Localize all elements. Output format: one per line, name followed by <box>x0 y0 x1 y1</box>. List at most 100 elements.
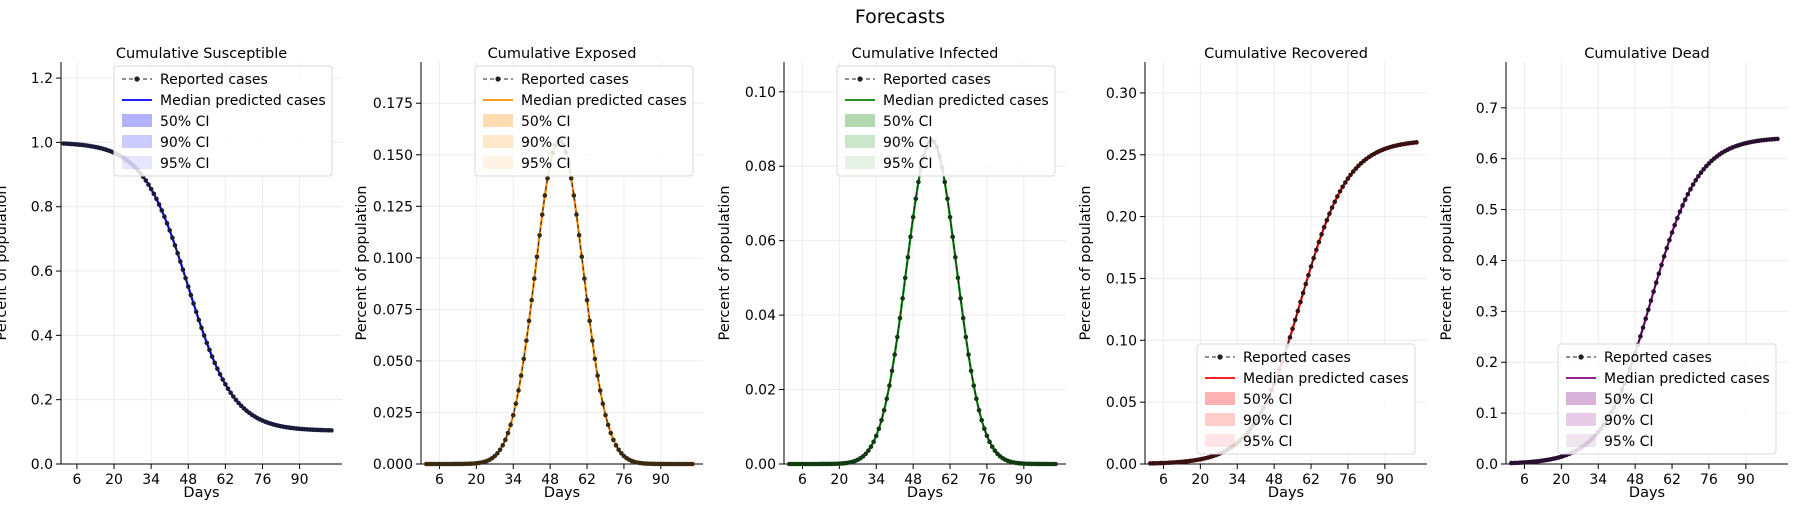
x-tick-label: 76 <box>615 472 633 488</box>
chart-panel-2: 6 20 34 48 62 76 90 0.000 0.025 0.050 0.075 0.100 0.… <box>354 46 703 501</box>
x-tick-label: 20 <box>105 472 123 488</box>
reported-point <box>151 191 157 197</box>
reported-point <box>1664 245 1670 251</box>
x-tick-label: 6 <box>72 472 81 488</box>
reported-point <box>510 412 516 418</box>
x-tick-label: 6 <box>1159 472 1168 488</box>
legend-ci-swatch <box>1566 392 1596 405</box>
y-tick-label: 0.050 <box>373 354 413 370</box>
legend-ci-swatch <box>1205 392 1235 405</box>
x-tick-label: 48 <box>904 472 922 488</box>
y-tick-label: 1.0 <box>31 135 53 151</box>
reported-point <box>1640 325 1646 330</box>
y-tick-label: 1.2 <box>31 71 53 87</box>
y-tick-label: 0.4 <box>31 328 53 344</box>
legend-ci-swatch <box>483 156 513 169</box>
reported-point <box>516 388 521 393</box>
y-axis-label: Percent of population <box>354 186 370 341</box>
reported-point <box>154 196 159 202</box>
x-tick-label: 48 <box>1626 472 1644 488</box>
legend-ci-swatch <box>1205 434 1235 447</box>
x-tick-label: 34 <box>1589 472 1607 488</box>
reported-point <box>1053 461 1058 467</box>
reported-point <box>175 251 180 256</box>
y-tick-label: 0.150 <box>373 148 413 164</box>
y-tick-label: 0.25 <box>1106 148 1137 164</box>
reported-point <box>597 388 603 393</box>
reported-point <box>231 394 236 399</box>
reported-point <box>897 315 903 321</box>
legend-label: 90% CI <box>883 135 932 151</box>
reported-point <box>183 275 188 281</box>
reported-point <box>876 426 882 431</box>
reported-point <box>532 276 537 281</box>
reported-point <box>1698 170 1704 175</box>
reported-point <box>143 178 149 183</box>
reported-point <box>590 338 595 343</box>
reported-point <box>613 443 619 448</box>
y-tick-label: 0.30 <box>1106 86 1137 102</box>
reported-point <box>945 196 950 202</box>
reported-point <box>1648 298 1654 303</box>
reported-point <box>1343 180 1348 185</box>
reported-point <box>916 179 921 185</box>
chart-panel-5: 6 20 34 48 62 76 90 0.0 0.1 0.2 0.3 0.4 0.5 0.6 0.7 Cum… <box>1439 46 1788 501</box>
x-tick-label: 62 <box>1302 472 1320 488</box>
reported-point <box>873 433 879 439</box>
reported-line <box>426 140 693 465</box>
reported-point <box>568 176 574 181</box>
reported-point <box>1306 272 1311 278</box>
median-line <box>789 138 1056 466</box>
legend-label: Median predicted cases <box>1243 371 1409 387</box>
reported-point <box>220 377 226 382</box>
reported-point <box>892 352 897 357</box>
reported-point <box>992 448 998 453</box>
reported-point <box>529 297 534 303</box>
legend-label: Reported cases <box>1604 350 1712 366</box>
legend-label: Median predicted cases <box>883 93 1049 109</box>
y-tick-label: 0.5 <box>1476 203 1498 219</box>
reported-point <box>1653 280 1659 285</box>
reported-point <box>329 428 334 433</box>
legend-label: 90% CI <box>521 135 570 151</box>
reported-point <box>984 433 990 439</box>
reported-point <box>204 340 210 346</box>
reported-point <box>582 276 587 281</box>
reported-point <box>592 356 598 362</box>
reported-point <box>188 292 194 298</box>
reported-point <box>497 447 503 453</box>
y-tick-label: 0.6 <box>31 264 53 280</box>
reported-point <box>1298 299 1303 305</box>
y-tick-label: 0.10 <box>1106 333 1137 349</box>
y-tick-label: 0.000 <box>373 457 413 473</box>
reported-point <box>571 193 577 198</box>
reported-point <box>495 450 500 456</box>
reported-point <box>537 232 542 238</box>
x-tick-label: 6 <box>1520 472 1529 488</box>
x-tick-label: 48 <box>541 472 559 488</box>
x-tick-label: 34 <box>504 472 522 488</box>
reported-point <box>185 284 191 289</box>
reported-point <box>1688 186 1693 192</box>
reported-point <box>979 417 984 423</box>
y-tick-label: 0.175 <box>373 96 413 112</box>
reported-point <box>1685 191 1691 197</box>
y-tick-label: 0.125 <box>373 199 413 215</box>
reported-point <box>1295 308 1301 314</box>
reported-point <box>884 396 890 401</box>
reported-point <box>966 352 971 357</box>
reported-point <box>196 317 202 323</box>
reported-point <box>1775 136 1780 142</box>
reported-point <box>191 301 196 306</box>
reported-point <box>1340 184 1345 190</box>
legend-label: 90% CI <box>1243 413 1292 429</box>
legend-label: Reported cases <box>160 72 268 88</box>
x-axis-label: Days <box>1268 485 1304 501</box>
x-tick-label: 90 <box>652 472 670 488</box>
reported-point <box>503 437 508 443</box>
legend-ci-swatch <box>1566 434 1596 447</box>
legend-label: 50% CI <box>160 114 209 130</box>
reported-point <box>1680 203 1685 208</box>
median-line <box>63 142 332 432</box>
